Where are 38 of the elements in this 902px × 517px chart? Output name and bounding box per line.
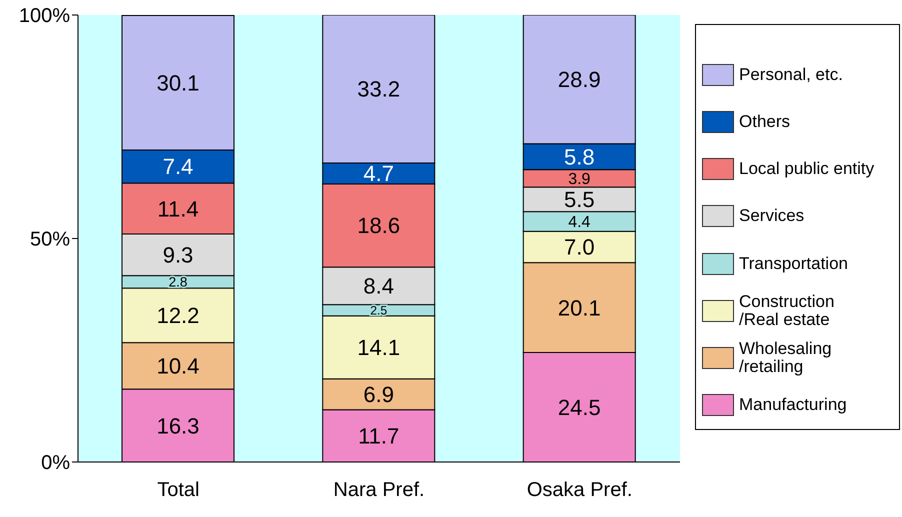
data-label: 2.8	[168, 274, 188, 290]
data-label: 24.5	[558, 394, 601, 420]
legend-label: Wholesaling /retailing	[739, 339, 832, 376]
data-label: 14.1	[357, 335, 400, 360]
data-label: 8.4	[363, 274, 394, 299]
y-tick-label: 100%	[18, 5, 70, 28]
data-label: 6.9	[363, 382, 394, 407]
data-label: 9.3	[162, 242, 194, 268]
legend-label: Others	[739, 112, 790, 131]
data-label: 4.7	[363, 161, 394, 186]
legend-label: Local public entity	[739, 159, 874, 178]
data-label: 33.2	[357, 76, 400, 102]
data-label: 5.5	[564, 187, 595, 212]
data-label: 4.4	[568, 214, 591, 232]
x-tick-label: Total	[157, 479, 200, 502]
data-label: 30.1	[156, 70, 200, 96]
legend-label: Manufacturing	[739, 395, 847, 414]
legend-label: Services	[739, 206, 804, 226]
x-tick-label: Nara Pref.	[333, 479, 425, 502]
data-label: 12.2	[156, 303, 200, 328]
legend-label: Construction /Real estate	[739, 292, 834, 329]
legend-label: Personal, etc.	[739, 64, 843, 84]
data-label: 2.5	[370, 304, 388, 318]
data-label: 20.1	[558, 295, 601, 320]
data-label: 5.8	[564, 144, 595, 170]
data-label: 16.3	[156, 413, 200, 438]
data-label: 18.6	[357, 213, 400, 238]
y-tick-label: 0%	[41, 452, 70, 474]
data-label: 28.9	[558, 67, 601, 92]
data-label: 7.0	[564, 234, 595, 260]
data-label: 11.7	[358, 424, 400, 449]
x-tick-label: Osaka Pref.	[526, 479, 632, 502]
data-label: 7.4	[162, 154, 194, 180]
data-label: 11.4	[157, 196, 199, 222]
legend-label: Transportation	[739, 254, 848, 273]
y-tick-label: 50%	[30, 228, 70, 251]
data-label: 3.9	[568, 170, 591, 188]
data-label: 10.4	[156, 354, 200, 379]
